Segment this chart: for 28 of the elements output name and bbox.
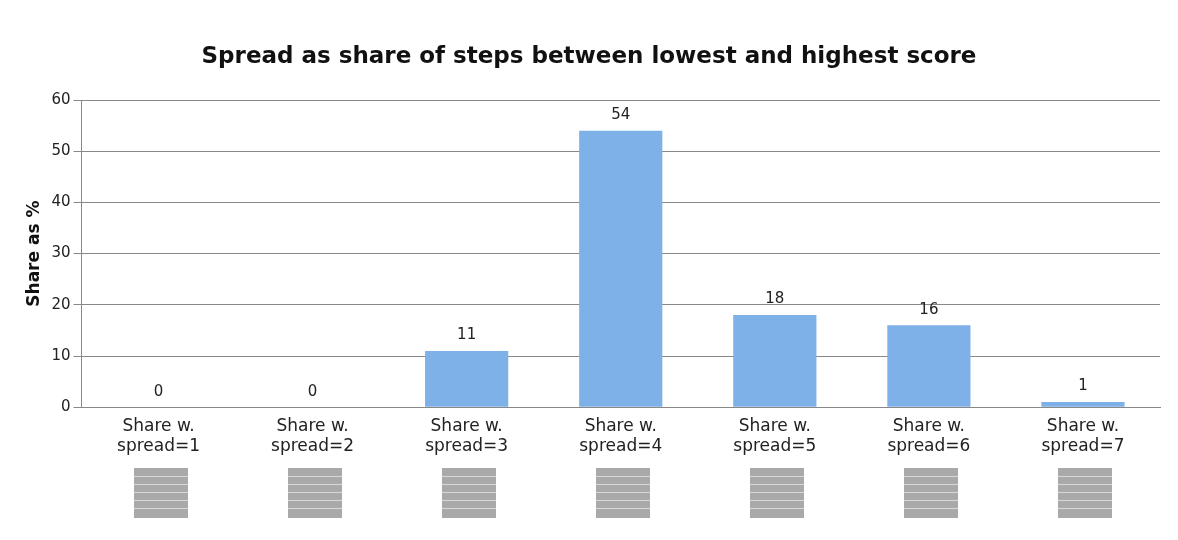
- x-tick-label: Share w. spread=3: [425, 414, 509, 456]
- x-tick-label: Share w. spread=2: [271, 414, 355, 456]
- bar: [733, 315, 817, 407]
- x-tick-label: Share w. spread=1: [117, 414, 201, 456]
- y-axis-title: Share as %: [22, 200, 43, 307]
- data-label: 16: [919, 299, 939, 318]
- data-label: 54: [611, 105, 631, 124]
- bar: [887, 325, 971, 407]
- y-tick-label: 10: [51, 345, 71, 364]
- x-tick-label: Share w. spread=6: [887, 414, 971, 456]
- chart-title: Spread as share of steps between lowest and highest score: [200, 42, 978, 68]
- data-label: 11: [457, 325, 477, 344]
- bar: [1041, 402, 1125, 407]
- y-tick-label: 0: [60, 397, 71, 416]
- bar: [425, 350, 509, 407]
- x-tick-label: Share w. spread=5: [733, 414, 817, 456]
- bar: [579, 130, 663, 407]
- data-label: 0: [153, 381, 164, 400]
- x-tick-label: Share w. spread=4: [579, 414, 663, 456]
- y-tick-label: 30: [51, 243, 71, 262]
- x-tick-label: Share w. spread=7: [1041, 414, 1125, 456]
- y-tick-label: 40: [51, 192, 71, 211]
- y-tick-label: 60: [51, 89, 71, 108]
- data-label: 0: [307, 381, 318, 400]
- y-tick-label: 20: [51, 294, 71, 313]
- data-label: 18: [765, 289, 785, 308]
- y-tick-label: 50: [51, 141, 71, 160]
- data-label: 1: [1078, 376, 1088, 395]
